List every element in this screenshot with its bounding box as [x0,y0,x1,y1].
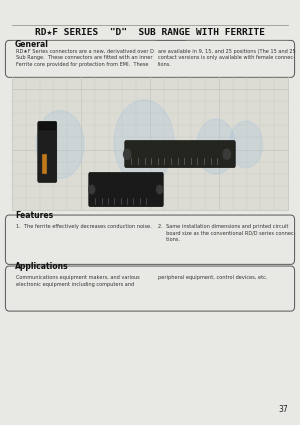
Circle shape [230,121,262,168]
Text: are available in 9, 15, and 25 positions (The 15 and 25
contact versions is only: are available in 9, 15, and 25 positions… [158,49,295,67]
FancyBboxPatch shape [125,141,235,167]
Circle shape [157,185,163,194]
Text: 2.  Same installation dimensions and printed circuit
     board size as the conv: 2. Same installation dimensions and prin… [158,224,295,242]
Text: 37: 37 [278,405,288,414]
Circle shape [196,119,236,174]
Text: RD★F SERIES  "D"  SUB RANGE WITH FERRITE: RD★F SERIES "D" SUB RANGE WITH FERRITE [35,28,265,37]
FancyBboxPatch shape [5,215,295,264]
Text: 1.  The ferrite effectively decreases conduction noise.: 1. The ferrite effectively decreases con… [16,224,152,230]
Circle shape [36,110,84,178]
FancyBboxPatch shape [5,266,295,311]
Text: Features: Features [15,211,53,221]
Text: General: General [15,40,49,49]
Bar [39,122,56,130]
Bar [42,154,47,174]
FancyBboxPatch shape [5,40,295,77]
Bar [12,76,288,210]
FancyBboxPatch shape [89,173,163,207]
Circle shape [89,185,95,194]
Text: RD★F Series connectors are a new, derivatived over D
Sub Range.  These connector: RD★F Series connectors are a new, deriva… [16,49,154,67]
Circle shape [114,100,174,185]
Text: Applications: Applications [15,262,69,272]
Text: Communications equipment makers, and various
electronic equipment including comp: Communications equipment makers, and var… [16,275,140,287]
Text: peripheral equipment, control devices, etc.: peripheral equipment, control devices, e… [158,275,267,281]
Circle shape [124,149,131,159]
Circle shape [223,149,230,159]
FancyBboxPatch shape [38,122,57,182]
